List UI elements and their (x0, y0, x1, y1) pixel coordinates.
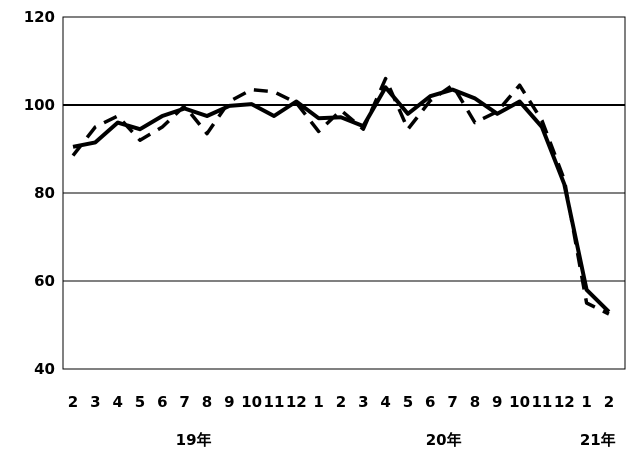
plot-frame (62, 16, 626, 370)
x-tick-label: 10 (509, 393, 530, 411)
x-tick-label: 10 (241, 393, 262, 411)
x-tick-label: 6 (425, 393, 435, 411)
y-axis-ticks: 40 60 80 100 120 (24, 8, 55, 378)
x-tick-label: 7 (179, 393, 189, 411)
x-tick-label: 2 (604, 393, 614, 411)
x-tick-label: 4 (112, 393, 122, 411)
x-tick-label: 8 (470, 393, 480, 411)
y-tick-label: 120 (24, 8, 55, 26)
y-tick-label: 60 (34, 272, 55, 290)
x-tick-label: 2 (336, 393, 346, 411)
year-label: 21年 (580, 431, 616, 449)
x-tick-label: 11 (264, 393, 285, 411)
x-tick-label: 9 (224, 393, 234, 411)
x-axis-ticks: 2 3 4 5 6 7 8 9 10 11 12 1 2 3 4 5 6 7 8 9 10 11 12 1 2 (68, 393, 614, 411)
x-tick-label: 9 (492, 393, 502, 411)
x-tick-label: 12 (286, 393, 307, 411)
x-tick-label: 3 (90, 393, 100, 411)
x-tick-label: 7 (447, 393, 457, 411)
series-line-solid (72, 85, 611, 314)
year-label: 19年 (176, 431, 212, 449)
x-tick-label: 1 (313, 393, 323, 411)
series-lines (71, 76, 611, 316)
x-tick-label: 4 (380, 393, 390, 411)
series-line-dashed (71, 76, 610, 316)
x-tick-label: 5 (135, 393, 145, 411)
x-tick-label: 12 (554, 393, 575, 411)
year-labels: 19年 20年 21年 (176, 431, 616, 449)
x-tick-label: 6 (157, 393, 167, 411)
y-tick-label: 100 (24, 96, 55, 114)
x-tick-label: 8 (202, 393, 212, 411)
x-tick-label: 1 (581, 393, 591, 411)
y-tick-label: 80 (34, 184, 55, 202)
gridlines (63, 104, 625, 282)
x-tick-label: 3 (358, 393, 368, 411)
x-tick-label: 5 (403, 393, 413, 411)
year-label: 20年 (426, 431, 462, 449)
y-tick-label: 40 (34, 360, 55, 378)
x-tick-label: 11 (531, 393, 552, 411)
x-tick-label: 2 (68, 393, 78, 411)
